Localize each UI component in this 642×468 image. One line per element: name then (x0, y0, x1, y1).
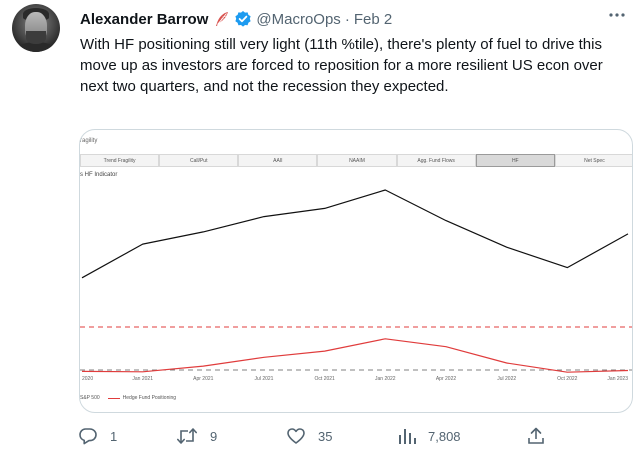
tweet-actions: 1 9 35 7,808 (78, 426, 548, 450)
hf-positioning-series-line (81, 338, 629, 373)
x-tick-label: Jan 2021 (132, 376, 153, 382)
x-tick-label: Oct 2021 (315, 376, 336, 382)
x-tick-label: Jan 2023 (607, 376, 628, 382)
media-title: ragility (80, 138, 98, 144)
tab-trend-fragility: Trend Fragility (80, 154, 160, 167)
tweet-header: Alexander Barrow @MacroOps · Feb 2 (80, 8, 392, 30)
verified-icon (234, 10, 252, 28)
share-button[interactable] (526, 426, 546, 446)
views-count: 7,808 (428, 428, 461, 444)
author-name[interactable]: Alexander Barrow (80, 10, 209, 28)
like-count: 35 (318, 428, 333, 444)
x-tick-label: Jan 2022 (375, 376, 396, 382)
x-tick-label: Apr 2021 (193, 376, 214, 382)
separator-dot: · (344, 10, 350, 28)
x-tick-label: 2020 (82, 376, 93, 382)
tab-aaii: AAII (238, 154, 318, 167)
legend-hf-positioning: Hedge Fund Positioning (122, 395, 177, 401)
x-tick-label: Apr 2022 (436, 376, 457, 382)
views-icon (396, 426, 416, 446)
share-icon (526, 426, 546, 446)
heart-icon (286, 426, 306, 446)
x-tick-label: Oct 2022 (557, 376, 578, 382)
sp500-series-line (81, 189, 629, 279)
more-icon[interactable] (608, 6, 626, 29)
like-button[interactable]: 35 (286, 426, 332, 446)
reply-count: 1 (110, 428, 118, 444)
avatar-shoulders (14, 42, 58, 52)
x-tick-label: Jul 2022 (497, 376, 516, 382)
indicator-label: s HF Indicator (80, 172, 118, 178)
retweet-button[interactable]: 9 (176, 426, 217, 446)
tab-naaim: NAAIM (317, 154, 397, 167)
avatar[interactable] (12, 4, 60, 52)
reply-icon (78, 426, 98, 446)
retweet-count: 9 (210, 428, 218, 444)
chart-legend: S&P 500 Hedge Fund Positioning (80, 395, 176, 401)
tweet-date[interactable]: Feb 2 (353, 10, 393, 28)
tab-agg-fund-flows: Agg. Fund Flows (396, 154, 476, 167)
x-tick-label: Jul 2021 (255, 376, 274, 382)
legend-sp500: S&P 500 (80, 395, 100, 401)
indicator-tabs: Trend Fragility Call/Put AAII NAAIM Agg.… (80, 154, 632, 167)
hf-indicator-chart: 2020 Jan 2021 Apr 2021 Jul 2021 Oct 2021 Jan … (80, 189, 632, 382)
author-handle[interactable]: @MacroOps (256, 10, 341, 28)
tab-call-put: Call/Put (159, 154, 239, 167)
tweet-text: With HF positioning still very light (11… (80, 36, 603, 95)
reply-button[interactable]: 1 (78, 426, 117, 446)
avatar-beard (26, 31, 46, 44)
tab-net-spec: Net Spec (554, 154, 632, 167)
legend-swatch-hf (107, 397, 120, 399)
feather-icon (214, 11, 230, 27)
retweet-icon (176, 426, 198, 446)
tweet-media-image[interactable]: ragility Trend Fragility Call/Put AAII N… (79, 129, 633, 413)
views-button[interactable]: 7,808 (396, 426, 461, 446)
tab-hf: HF (475, 154, 555, 167)
